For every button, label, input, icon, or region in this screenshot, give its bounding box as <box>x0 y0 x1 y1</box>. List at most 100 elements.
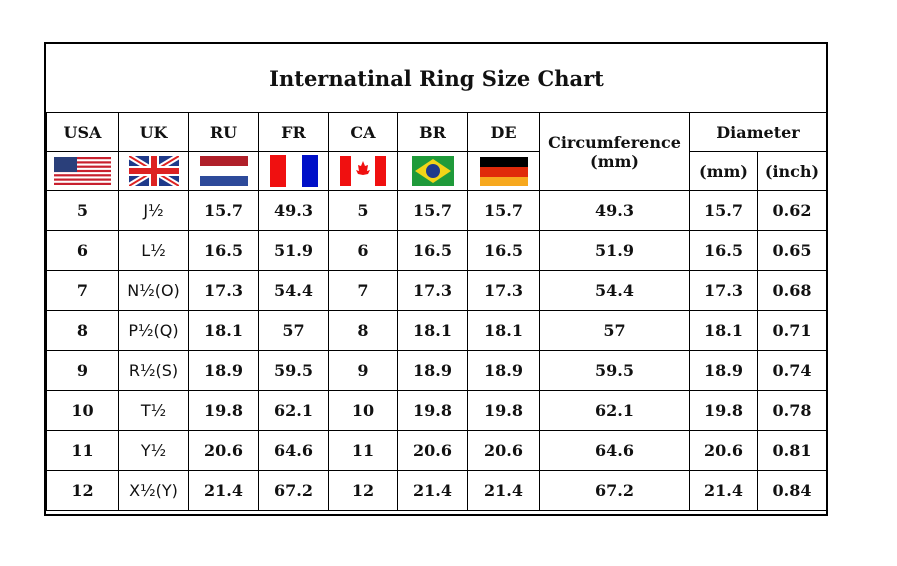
br-flag-icon <box>397 151 468 191</box>
cell-mm: 20.6 <box>689 430 758 471</box>
cell-ru: 15.7 <box>188 190 259 231</box>
cell-usa: 12 <box>46 470 119 511</box>
table-row: 12 X½(Y) 21.4 67.2 12 21.4 21.4 67.2 21.4 0.84 <box>46 470 828 511</box>
header-de: DE <box>467 112 540 152</box>
cell-usa: 9 <box>46 350 119 391</box>
cell-mm: 18.9 <box>689 350 758 391</box>
cell-ru: 16.5 <box>188 230 259 271</box>
header-ca: CA <box>328 112 398 152</box>
table-row: 9 R½(S) 18.9 59.5 9 18.9 18.9 59.5 18.9 0.74 <box>46 350 828 391</box>
cell-inch: 0.71 <box>756 310 828 351</box>
cell-ru: 21.4 <box>188 470 259 511</box>
cell-ru: 20.6 <box>188 430 259 471</box>
circumference-label: Circumference <box>548 132 681 152</box>
header-fr: FR <box>258 112 329 152</box>
cell-br: 16.5 <box>397 230 468 271</box>
cell-uk: X½(Y) <box>118 470 189 511</box>
cell-usa: 6 <box>46 230 119 271</box>
cell-mm: 21.4 <box>689 470 758 511</box>
header-diameter-mm: (mm) <box>689 151 758 191</box>
cell-inch: 0.68 <box>756 270 828 311</box>
chart-title: Internatinal Ring Size Chart <box>46 44 827 113</box>
cell-de: 19.8 <box>467 390 540 431</box>
header-usa: USA <box>46 112 119 152</box>
cell-br: 17.3 <box>397 270 468 311</box>
table-row: 11 Y½ 20.6 64.6 11 20.6 20.6 64.6 20.6 0.81 <box>46 430 828 471</box>
cell-uk: R½(S) <box>118 350 189 391</box>
cell-inch: 0.78 <box>756 390 828 431</box>
cell-inch: 0.65 <box>756 230 828 271</box>
cell-mm: 16.5 <box>689 230 758 271</box>
cell-circ: 59.5 <box>539 350 690 391</box>
cell-uk: Y½ <box>118 430 189 471</box>
cell-mm: 17.3 <box>689 270 758 311</box>
header-diameter-inch: (inch) <box>756 151 828 191</box>
cell-inch: 0.62 <box>756 190 828 231</box>
cell-de: 18.1 <box>467 310 540 351</box>
cell-ca: 12 <box>328 470 398 511</box>
cell-ca: 11 <box>328 430 398 471</box>
cell-circ: 49.3 <box>539 190 690 231</box>
cell-uk: P½(Q) <box>118 310 189 351</box>
cell-fr: 57 <box>258 310 329 351</box>
cell-br: 21.4 <box>397 470 468 511</box>
cell-ca: 10 <box>328 390 398 431</box>
circumference-unit: (mm) <box>590 151 639 171</box>
usa-flag-icon <box>46 151 119 191</box>
cell-circ: 64.6 <box>539 430 690 471</box>
cell-ru: 17.3 <box>188 270 259 311</box>
ca-flag-icon <box>328 151 398 191</box>
cell-ca: 7 <box>328 270 398 311</box>
cell-br: 18.9 <box>397 350 468 391</box>
cell-de: 16.5 <box>467 230 540 271</box>
cell-uk: N½(O) <box>118 270 189 311</box>
cell-inch: 0.74 <box>756 350 828 391</box>
ru-flag-icon <box>188 151 259 191</box>
cell-mm: 19.8 <box>689 390 758 431</box>
cell-de: 21.4 <box>467 470 540 511</box>
size-table: Internatinal Ring Size Chart USA UK RU F… <box>46 44 828 511</box>
fr-flag-icon <box>258 151 329 191</box>
cell-uk: T½ <box>118 390 189 431</box>
table-row: 6 L½ 16.5 51.9 6 16.5 16.5 51.9 16.5 0.65 <box>46 230 828 271</box>
cell-br: 19.8 <box>397 390 468 431</box>
cell-uk: L½ <box>118 230 189 271</box>
cell-inch: 0.84 <box>756 470 828 511</box>
cell-fr: 67.2 <box>258 470 329 511</box>
ring-size-chart: Internatinal Ring Size Chart USA UK RU F… <box>44 42 828 516</box>
header-circumference: Circumference (mm) <box>539 112 690 191</box>
table-row: 8 P½(Q) 18.1 57 8 18.1 18.1 57 18.1 0.71 <box>46 310 828 351</box>
uk-flag-icon <box>118 151 189 191</box>
cell-circ: 51.9 <box>539 230 690 271</box>
cell-ca: 8 <box>328 310 398 351</box>
cell-inch: 0.81 <box>756 430 828 471</box>
cell-ru: 19.8 <box>188 390 259 431</box>
table-row: 7 N½(O) 17.3 54.4 7 17.3 17.3 54.4 17.3 0.68 <box>46 270 828 311</box>
cell-usa: 10 <box>46 390 119 431</box>
cell-de: 18.9 <box>467 350 540 391</box>
cell-ca: 9 <box>328 350 398 391</box>
header-uk: UK <box>118 112 189 152</box>
cell-ca: 5 <box>328 190 398 231</box>
cell-fr: 64.6 <box>258 430 329 471</box>
table-row: 5 J½ 15.7 49.3 5 15.7 15.7 49.3 15.7 0.62 <box>46 190 828 231</box>
cell-ru: 18.9 <box>188 350 259 391</box>
cell-br: 20.6 <box>397 430 468 471</box>
cell-fr: 51.9 <box>258 230 329 271</box>
cell-circ: 57 <box>539 310 690 351</box>
cell-ca: 6 <box>328 230 398 271</box>
cell-mm: 15.7 <box>689 190 758 231</box>
cell-usa: 8 <box>46 310 119 351</box>
cell-de: 17.3 <box>467 270 540 311</box>
cell-de: 15.7 <box>467 190 540 231</box>
cell-usa: 11 <box>46 430 119 471</box>
cell-circ: 67.2 <box>539 470 690 511</box>
cell-circ: 54.4 <box>539 270 690 311</box>
cell-fr: 62.1 <box>258 390 329 431</box>
cell-usa: 5 <box>46 190 119 231</box>
table-row: 10 T½ 19.8 62.1 10 19.8 19.8 62.1 19.8 0.78 <box>46 390 828 431</box>
cell-br: 15.7 <box>397 190 468 231</box>
cell-fr: 59.5 <box>258 350 329 391</box>
cell-br: 18.1 <box>397 310 468 351</box>
header-br: BR <box>397 112 468 152</box>
